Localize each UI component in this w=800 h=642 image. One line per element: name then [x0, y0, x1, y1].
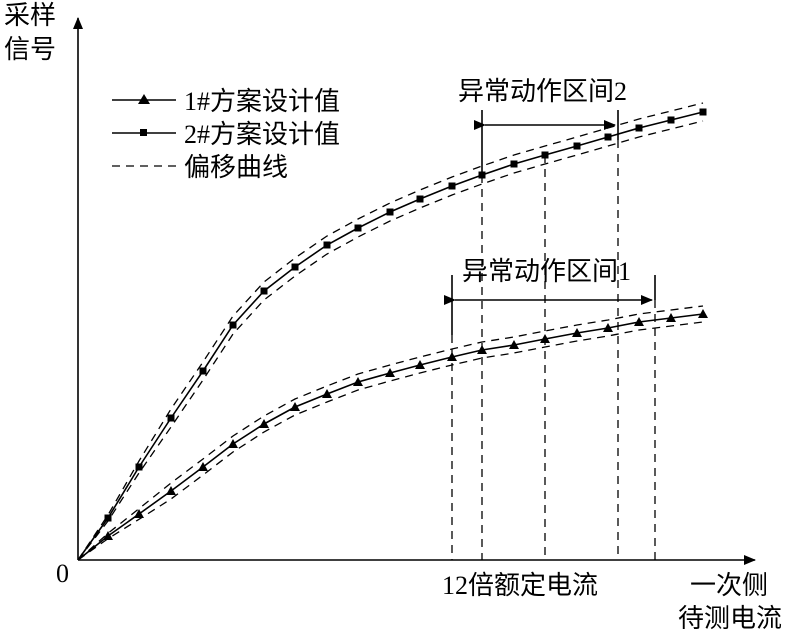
- square-marker: [104, 514, 112, 522]
- triangle-marker: [698, 309, 708, 318]
- triangle-marker: [509, 340, 519, 349]
- curve-1: [77, 313, 704, 561]
- square-marker: [635, 124, 643, 132]
- triangle-marker: [666, 313, 676, 322]
- triangle-marker: [603, 323, 613, 332]
- square-marker: [229, 321, 237, 329]
- square-marker: [573, 142, 581, 150]
- triangle-marker: [415, 360, 425, 369]
- square-marker: [291, 263, 299, 271]
- triangle-marker: [198, 462, 208, 471]
- square-marker: [510, 160, 518, 168]
- square-marker: [604, 133, 612, 141]
- square-marker: [260, 287, 268, 295]
- square-marker: [386, 208, 394, 216]
- square-marker: [323, 241, 331, 249]
- square-marker: [667, 116, 675, 124]
- square-marker: [541, 151, 549, 159]
- legend: 1#方案设计值 2#方案设计值 偏移曲线: [112, 87, 340, 182]
- legend-marker: [140, 129, 147, 136]
- square-marker: [478, 171, 486, 179]
- interval-lines: 异常动作区间2 异常动作区间1: [444, 77, 656, 560]
- triangle-marker: [572, 328, 582, 337]
- triangle-marker: [166, 486, 176, 495]
- triangle-marker: [540, 334, 550, 343]
- x-label: 待测电流: [678, 604, 782, 633]
- square-marker: [199, 367, 207, 375]
- y-label: 信号: [4, 35, 56, 64]
- triangle-marker: [103, 531, 113, 540]
- legend-marker: [138, 94, 150, 104]
- square-marker: [699, 108, 707, 116]
- curves: [77, 102, 708, 561]
- y-label: 采样: [4, 1, 56, 30]
- square-marker: [416, 195, 424, 203]
- triangle-marker: [290, 402, 300, 411]
- square-marker: [135, 463, 143, 471]
- legend-label: 1#方案设计值: [184, 87, 340, 116]
- triangle-marker: [322, 389, 332, 398]
- triangle-marker: [477, 345, 487, 354]
- offset-curve: [77, 305, 704, 561]
- origin-label: 0: [56, 559, 69, 588]
- square-marker: [167, 414, 175, 422]
- offset-curve: [77, 321, 704, 561]
- offset-curve: [77, 120, 704, 561]
- triangle-marker: [385, 368, 395, 377]
- x-label: 一次侧: [690, 571, 768, 600]
- interval-label: 异常动作区间2: [458, 77, 627, 106]
- triangle-marker: [447, 352, 457, 361]
- triangle-marker: [259, 419, 269, 428]
- offset-curve: [77, 102, 704, 561]
- square-marker: [354, 224, 362, 232]
- triangle-marker: [353, 377, 363, 386]
- legend-label: 偏移曲线: [184, 153, 288, 182]
- x-marker-label: 12倍额定电流: [442, 571, 598, 600]
- square-marker: [448, 182, 456, 190]
- legend-label: 2#方案设计值: [184, 120, 340, 149]
- triangle-marker: [134, 509, 144, 518]
- triangle-marker: [634, 317, 644, 326]
- interval-label: 异常动作区间1: [462, 257, 631, 286]
- triangle-marker: [228, 439, 238, 448]
